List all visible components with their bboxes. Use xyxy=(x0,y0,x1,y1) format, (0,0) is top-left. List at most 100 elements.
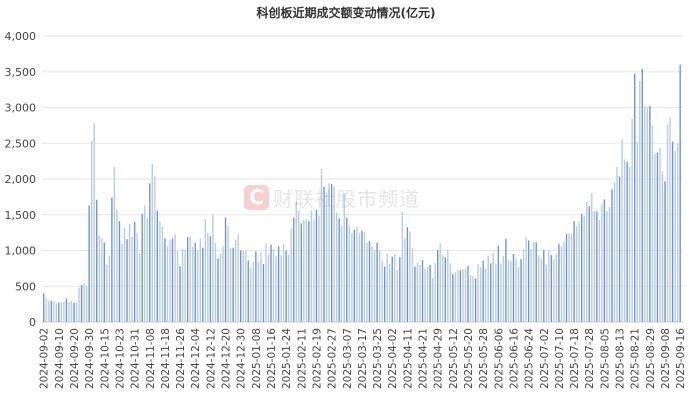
bar xyxy=(555,254,558,322)
bar xyxy=(583,216,585,322)
x-tick-label: 2025-05-28 xyxy=(478,328,490,389)
bar xyxy=(411,248,414,322)
y-tick-label: 500 xyxy=(15,280,36,293)
bar xyxy=(356,226,358,322)
bar xyxy=(507,260,510,322)
bar xyxy=(43,293,45,322)
bar xyxy=(568,233,570,322)
bar xyxy=(495,263,497,322)
bar xyxy=(452,274,454,322)
x-tick-label: 2025-02-11 xyxy=(296,328,308,389)
bar xyxy=(421,260,424,322)
bar xyxy=(300,223,303,322)
bar xyxy=(108,255,111,322)
bar xyxy=(146,218,148,322)
bar xyxy=(50,300,52,322)
bar xyxy=(505,238,507,322)
bar xyxy=(449,263,452,322)
x-tick-label: 2025-03-25 xyxy=(372,328,384,389)
bar xyxy=(472,275,474,322)
bar xyxy=(156,210,159,322)
bar xyxy=(482,260,484,322)
bar xyxy=(396,270,398,322)
bar xyxy=(646,107,649,322)
bar xyxy=(181,249,184,322)
bar xyxy=(666,125,669,322)
bar xyxy=(123,227,126,322)
bar xyxy=(214,243,217,322)
bar xyxy=(563,241,565,322)
bar xyxy=(664,181,666,322)
bar xyxy=(320,168,323,322)
bar xyxy=(298,210,300,322)
x-tick-label: 2025-02-19 xyxy=(311,328,323,389)
bar xyxy=(73,302,75,322)
bar xyxy=(315,209,318,322)
x-tick-label: 2025-01-08 xyxy=(251,328,263,389)
bar xyxy=(606,211,608,322)
bar xyxy=(166,246,169,322)
bar xyxy=(224,217,227,322)
y-tick-label: 3,000 xyxy=(5,102,37,115)
bar xyxy=(366,242,368,322)
x-tick-label: 2025-06-06 xyxy=(493,328,505,389)
bar xyxy=(270,244,272,322)
bar xyxy=(525,237,527,322)
bar xyxy=(596,211,598,322)
bar xyxy=(611,189,613,322)
bar xyxy=(358,233,361,322)
bar xyxy=(641,68,643,322)
bar xyxy=(497,245,500,322)
bar xyxy=(131,236,133,322)
bar xyxy=(80,284,83,322)
bar xyxy=(88,205,90,322)
bar xyxy=(416,262,419,322)
bar xyxy=(245,250,247,322)
bar xyxy=(442,255,444,322)
bar xyxy=(500,263,502,322)
bar xyxy=(325,192,328,322)
bar xyxy=(126,239,128,322)
x-tick-label: 2025-04-21 xyxy=(418,328,430,389)
bar xyxy=(141,214,143,322)
bar xyxy=(409,231,411,322)
x-tick-label: 2024-11-18 xyxy=(160,328,172,389)
bar xyxy=(527,240,530,322)
bar xyxy=(376,242,378,322)
x-tick-label: 2025-08-05 xyxy=(599,328,611,389)
bar xyxy=(654,153,656,322)
bar xyxy=(138,253,141,322)
x-tick-label: 2025-07-18 xyxy=(569,328,581,389)
x-tick-label: 2024-11-08 xyxy=(145,328,157,389)
bar xyxy=(454,272,457,322)
bar xyxy=(257,261,260,322)
bar xyxy=(171,238,174,322)
bar xyxy=(85,286,88,322)
bar xyxy=(492,253,494,322)
bar xyxy=(618,176,621,322)
bar xyxy=(48,301,50,322)
bar xyxy=(426,266,429,322)
bar xyxy=(333,186,335,322)
bar xyxy=(113,166,116,322)
bar xyxy=(303,219,305,322)
bar xyxy=(644,105,646,323)
bar xyxy=(431,278,434,322)
bar xyxy=(179,266,181,322)
x-tick-label: 2025-08-21 xyxy=(630,328,642,389)
bar xyxy=(232,247,234,322)
bar xyxy=(121,244,123,322)
bar xyxy=(272,249,275,322)
bar xyxy=(247,260,249,322)
bar xyxy=(335,212,338,322)
bar xyxy=(265,243,267,322)
x-tick-label: 2025-09-16 xyxy=(675,328,687,389)
x-tick-label: 2025-04-02 xyxy=(387,328,399,389)
bar xyxy=(149,183,151,322)
bar xyxy=(290,228,292,322)
bar xyxy=(346,217,348,322)
bar xyxy=(477,264,479,322)
bar xyxy=(386,253,388,322)
bar xyxy=(338,218,340,322)
